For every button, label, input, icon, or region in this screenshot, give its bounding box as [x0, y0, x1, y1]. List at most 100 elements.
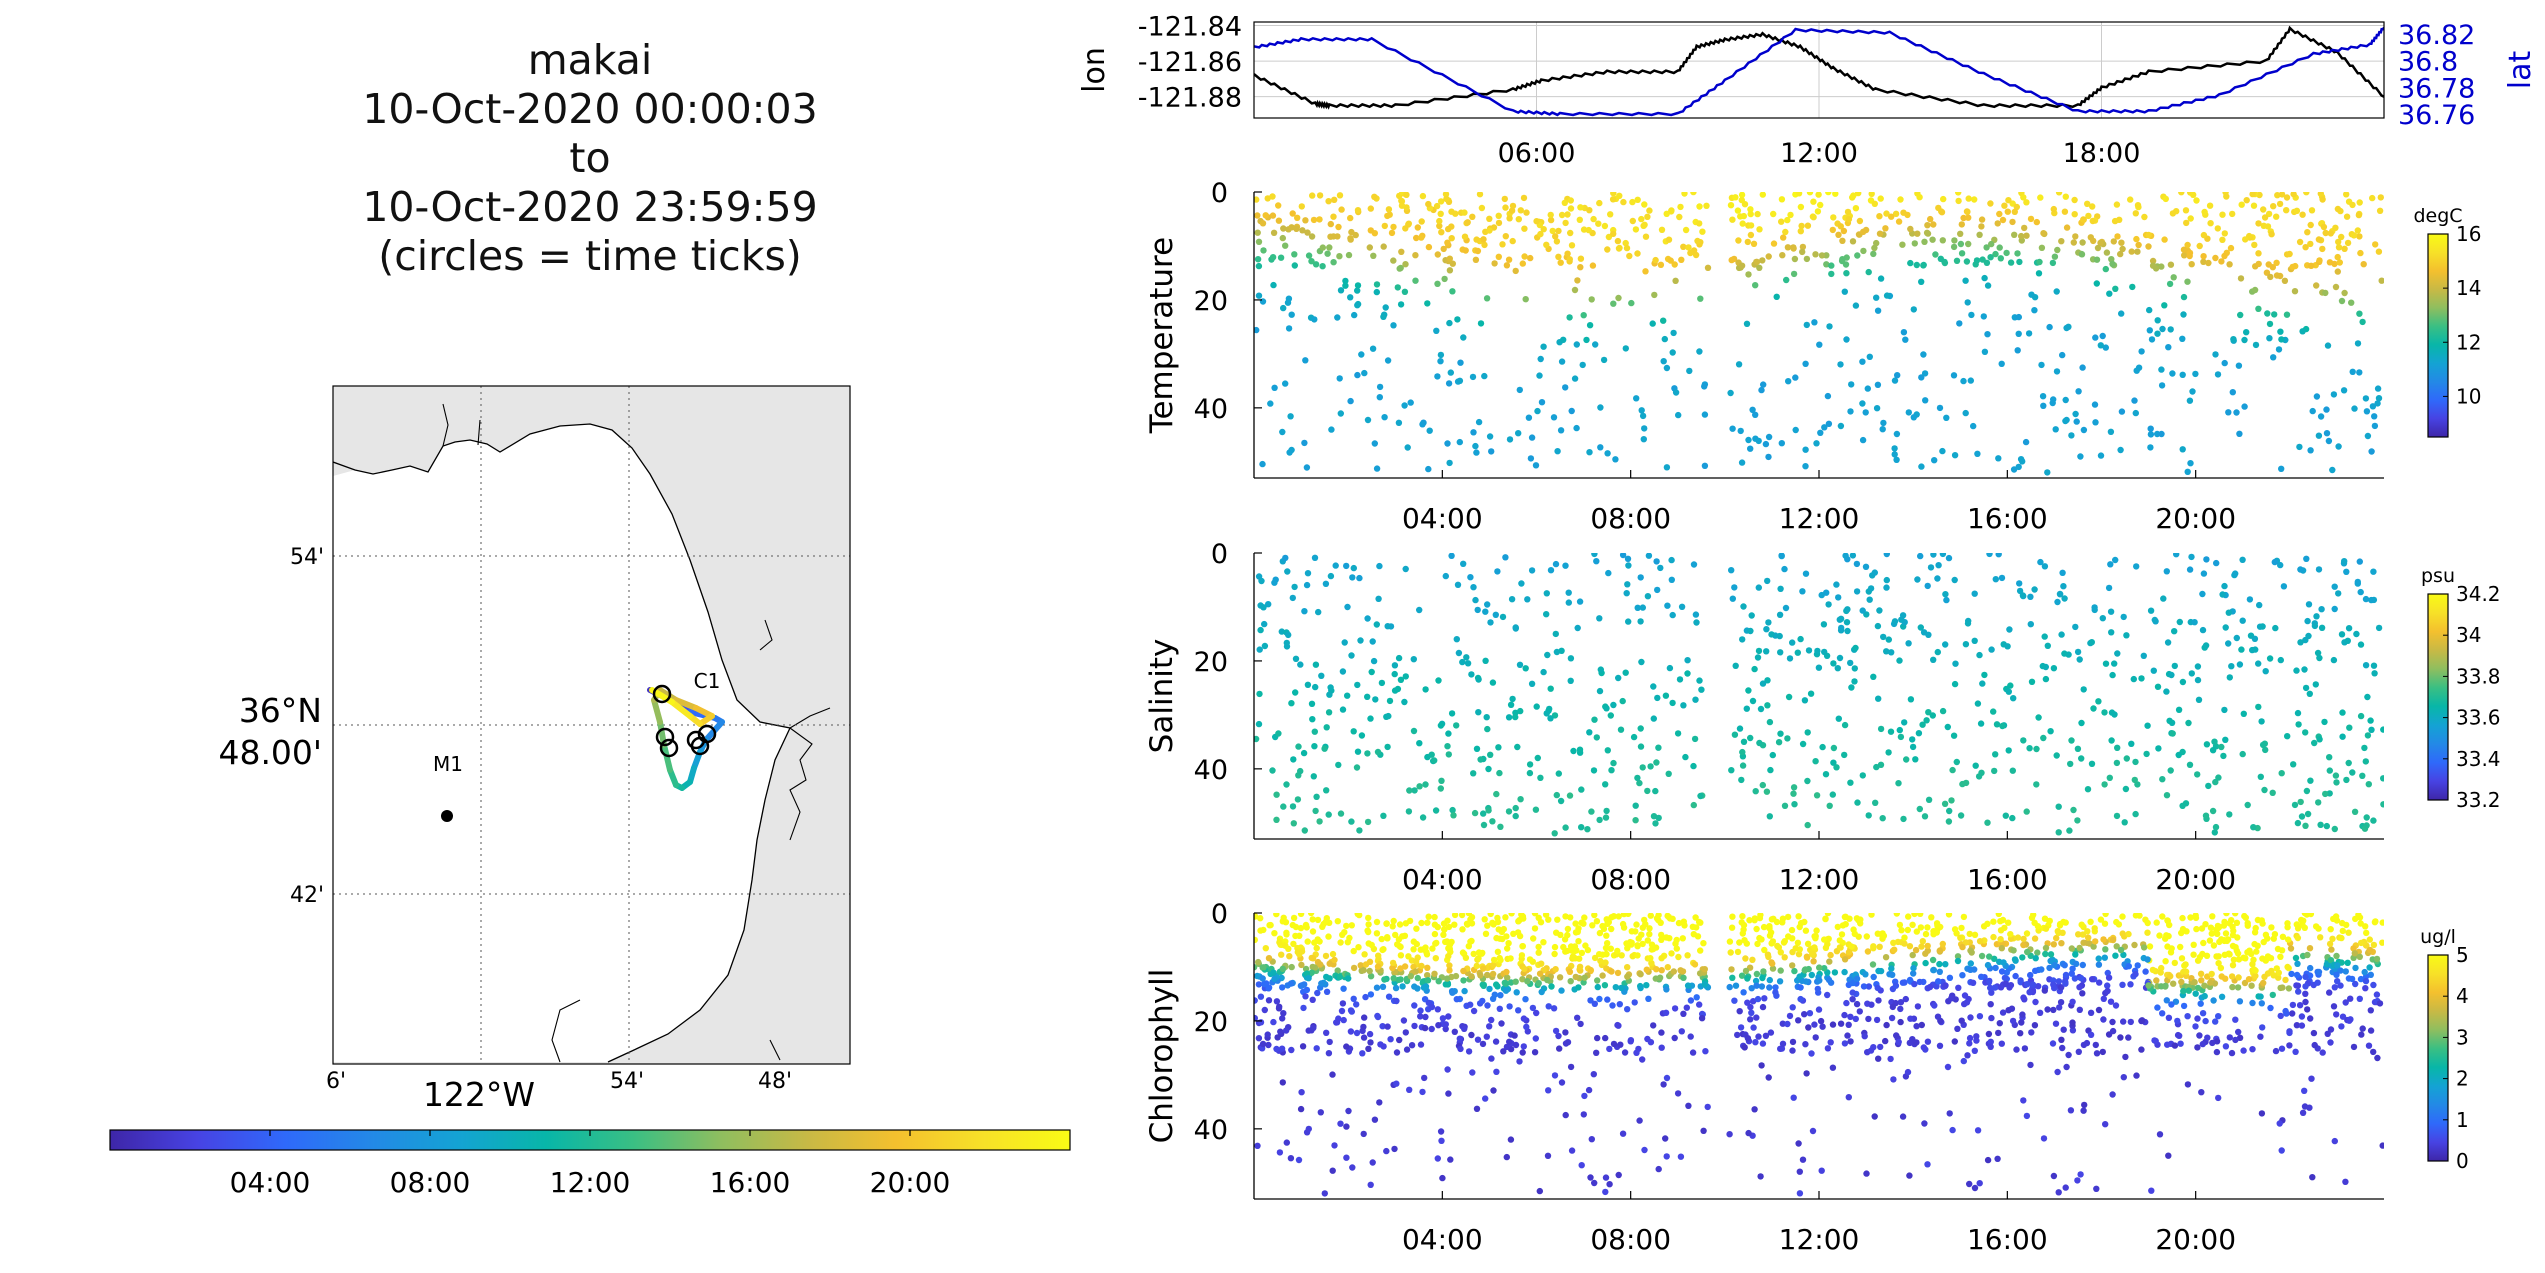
scatter-point — [2332, 224, 2339, 231]
scatter-point — [1290, 756, 1297, 763]
colorbar-tick-label: 1 — [2456, 1108, 2469, 1132]
scatter-point — [2245, 976, 2253, 983]
scatter-point — [1279, 234, 1287, 242]
scatter-point — [2365, 781, 2372, 788]
scatter-point — [1816, 977, 1823, 984]
scatter-point — [2041, 915, 2049, 922]
scatter-point — [1373, 621, 1381, 628]
scatter-point — [2012, 972, 2019, 980]
colorbar-tick-label: 3 — [2456, 1025, 2469, 1049]
scatter-point — [2120, 613, 2127, 621]
scatter-point — [2364, 732, 2372, 739]
scatter-point — [2166, 921, 2173, 929]
scatter-point — [1494, 948, 1502, 955]
scatter-point — [1531, 1049, 1539, 1056]
scatter-point — [1974, 1127, 1982, 1134]
scatter-point — [1899, 979, 1907, 986]
scatter-point — [1984, 282, 1992, 289]
scatter-point — [2313, 282, 2320, 289]
scatter-point — [1259, 460, 1266, 468]
scatter-point — [1909, 736, 1916, 743]
scatter-point — [2220, 752, 2227, 760]
scatter-point — [1290, 820, 1298, 827]
scatter-point — [1474, 606, 1481, 614]
scatter-point — [2191, 979, 2198, 986]
scatter-point — [1645, 995, 1652, 1002]
scatter-point — [1766, 976, 1774, 984]
scatter-point — [1806, 1010, 1814, 1017]
scatter-point — [2120, 1074, 2127, 1081]
scatter-point — [1906, 1039, 1914, 1047]
scatter-point — [1999, 216, 2007, 224]
scatter-point — [1759, 974, 1766, 982]
scatter-point — [1632, 226, 1640, 233]
scatter-point — [1343, 1043, 1350, 1050]
scatter-point — [1911, 240, 1919, 247]
scatter-point — [1650, 715, 1658, 722]
scatter-point — [2111, 711, 2118, 718]
scatter-point — [1455, 649, 1463, 657]
scatter-point — [2011, 208, 2019, 215]
scatter-point — [1326, 244, 1333, 251]
scatter-point — [1612, 984, 1620, 991]
scatter-point — [2339, 1013, 2347, 1020]
scatter-point — [1769, 965, 1777, 972]
scatter-point — [2350, 232, 2358, 239]
scatter-point — [1291, 251, 1298, 258]
scatter-point — [1571, 286, 1579, 294]
scatter-point — [2019, 458, 2026, 465]
scatter-point — [1789, 639, 1796, 646]
x-tick-label: 04:00 — [1402, 1223, 1483, 1256]
scatter-point — [1416, 606, 1423, 614]
scatter-point — [1796, 973, 1803, 980]
scatter-point — [1859, 772, 1867, 779]
scatter-point — [1905, 640, 1912, 647]
scatter-point — [2377, 194, 2384, 201]
scatter-point — [2125, 930, 2132, 938]
scatter-point — [2000, 959, 2007, 966]
scatter-point — [2299, 1109, 2307, 1117]
scatter-point — [2076, 944, 2083, 952]
scatter-point — [1604, 996, 1611, 1003]
scatter-point — [1591, 553, 1598, 558]
scatter-point — [1300, 749, 1308, 757]
scatter-point — [1324, 250, 1331, 257]
scatter-point — [1871, 244, 1878, 252]
scatter-point — [2193, 925, 2200, 933]
scatter-point — [2114, 744, 2121, 751]
scatter-point — [1365, 1045, 1372, 1053]
scatter-point — [1587, 997, 1594, 1004]
scatter-point — [2277, 656, 2284, 664]
scatter-point — [1977, 720, 1985, 727]
scatter-point — [2065, 1051, 2072, 1059]
scatter-point — [1294, 796, 1302, 803]
scatter-point — [2071, 196, 2078, 204]
scatter-point — [2007, 982, 2015, 989]
scatter-point — [1964, 299, 1971, 306]
scatter-point — [2199, 1040, 2206, 1048]
scatter-point — [1380, 812, 1387, 819]
scatter-point — [1942, 591, 1949, 598]
scatter-point — [1743, 705, 1751, 712]
scatter-point — [2291, 801, 2299, 809]
scatter-point — [1581, 914, 1588, 921]
scatter-point — [1765, 1074, 1772, 1081]
scatter-point — [1623, 940, 1630, 947]
scatter-point — [1671, 1034, 1678, 1042]
scatter-point — [1931, 457, 1938, 464]
scatter-point — [2304, 810, 2312, 818]
scatter-point — [1939, 553, 1947, 558]
scatter-point — [1550, 1005, 1558, 1012]
scatter-point — [2233, 919, 2241, 926]
scatter-point — [1870, 973, 1877, 981]
scatter-point — [1366, 1030, 1374, 1038]
scatter-point — [2176, 618, 2183, 626]
scatter-point — [1910, 414, 1918, 421]
scatter-point — [2210, 942, 2218, 949]
scatter-point — [1891, 451, 1898, 458]
scatter-point — [1490, 961, 1497, 969]
scatter-point — [1260, 247, 1267, 254]
scatter-point — [1484, 725, 1491, 733]
scatter-point — [2142, 968, 2149, 975]
scatter-point — [1963, 999, 1971, 1006]
